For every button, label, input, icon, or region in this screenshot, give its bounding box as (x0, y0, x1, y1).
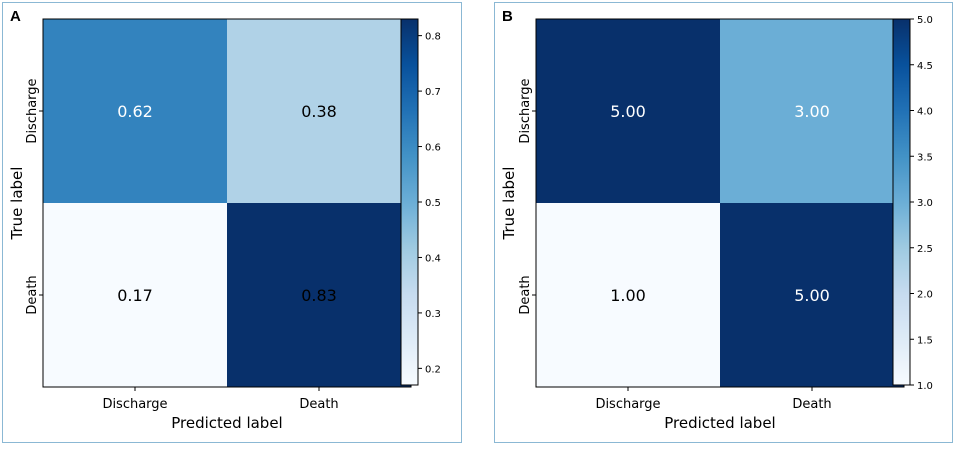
panel-letter-b: B (502, 8, 513, 25)
colorbar-tick-label: 3.0 (917, 198, 933, 209)
x-tick-label: Discharge (595, 397, 660, 412)
panel-letter-a: A (10, 8, 21, 25)
panel-a: A 0.62 0.38 0.17 0.83 Discharge Death Discharg… (2, 2, 462, 443)
x-tick-label: Death (299, 397, 338, 412)
y-axis-title: True label (8, 167, 26, 241)
colorbar-tick-label: 0.4 (425, 253, 441, 264)
colorbar-tick-label: 4.0 (917, 107, 933, 118)
colorbar-tick-label: 3.5 (917, 152, 933, 163)
colorbar-tick-label: 4.5 (917, 61, 933, 72)
colorbar-tick-label: 0.6 (425, 143, 441, 154)
colorbar-tick-label: 1.0 (917, 381, 933, 392)
cell-value-label: 0.62 (117, 102, 153, 121)
colorbar (892, 18, 911, 386)
cell-value-label: 3.00 (794, 102, 830, 121)
cell-value-label: 0.83 (301, 286, 337, 305)
cell-value-label: 0.38 (301, 102, 337, 121)
matrix-cell (720, 19, 904, 203)
matrix-cell (720, 203, 904, 387)
cell-value-label: 1.00 (610, 286, 646, 305)
matrix-cell (43, 203, 227, 387)
confusion-matrix-chart-b: 5.00 3.00 1.00 5.00 Discharge Death Discharge D… (500, 15, 933, 432)
y-tick-label: Death (25, 275, 40, 314)
colorbar-tick-label: 0.3 (425, 309, 441, 320)
confusion-matrix-chart-a: 0.62 0.38 0.17 0.83 Discharge Death Discharge D… (8, 18, 441, 432)
cell-value-label: 5.00 (794, 286, 830, 305)
y-axis-title: True label (500, 167, 518, 241)
panel-b: B 5.00 3.00 1.00 5.00 Discharge Death Discharg… (494, 2, 953, 443)
matrix-cell (43, 19, 227, 203)
colorbar-tick-label: 1.5 (917, 335, 933, 346)
matrix-cell (227, 203, 411, 387)
x-axis-title: Predicted label (664, 414, 775, 432)
cell-value-label: 5.00 (610, 102, 646, 121)
y-tick-label: Discharge (518, 78, 533, 143)
colorbar-tick-label: 0.2 (425, 364, 441, 375)
x-axis-title: Predicted label (171, 414, 282, 432)
y-tick-label: Death (518, 275, 533, 314)
cell-value-label: 0.17 (117, 286, 153, 305)
y-tick-label: Discharge (25, 78, 40, 143)
colorbar (400, 18, 419, 386)
colorbar-tick-label: 2.5 (917, 244, 933, 255)
colorbar-tick-label: 5.0 (917, 15, 933, 26)
colorbar-tick-label: 2.0 (917, 290, 933, 301)
x-tick-label: Discharge (102, 397, 167, 412)
matrix-cell (227, 19, 411, 203)
matrix-cell (536, 19, 720, 203)
colorbar-tick-label: 0.5 (425, 198, 441, 209)
matrix-cell (536, 203, 720, 387)
x-tick-label: Death (792, 397, 831, 412)
colorbar-tick-label: 0.7 (425, 87, 441, 98)
colorbar-tick-label: 0.8 (425, 32, 441, 43)
